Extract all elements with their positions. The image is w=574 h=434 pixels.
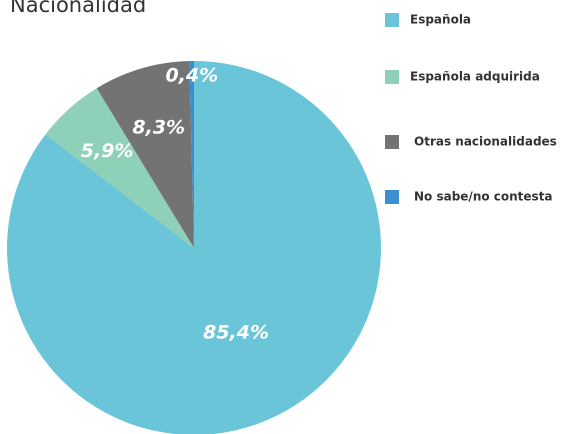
legend-label: No sabe/no contesta xyxy=(414,190,553,204)
legend-label: Otras nacionalidades xyxy=(414,135,557,149)
pie-slice xyxy=(45,88,194,248)
pie-slice xyxy=(7,61,381,434)
value-label: 5,9% xyxy=(81,140,134,162)
value-label: 8,3% xyxy=(132,117,185,139)
legend-label: Española adquirida xyxy=(410,70,540,84)
chart-title: Nacionalidad xyxy=(10,0,146,17)
pie-slice xyxy=(96,61,194,249)
value-label: 85,4% xyxy=(203,322,269,344)
legend-swatch xyxy=(385,70,399,84)
legend-label: Española xyxy=(410,13,471,27)
pie-slice xyxy=(189,61,194,248)
legend-swatch xyxy=(385,190,399,204)
legend-swatch xyxy=(385,135,399,149)
value-label: 0,4% xyxy=(165,65,218,87)
legend-swatch xyxy=(385,13,399,27)
